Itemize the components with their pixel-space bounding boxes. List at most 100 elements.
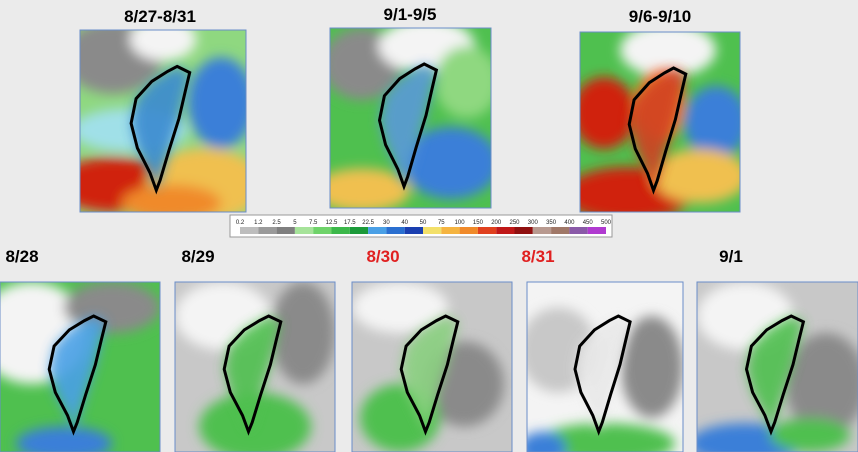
rain-area [434, 46, 491, 118]
day-label: 8/29 [181, 247, 214, 266]
colorbar-label: 250 [509, 220, 520, 226]
island-inner [401, 316, 458, 432]
period-label: 8/27-8/31 [124, 7, 196, 26]
colorbar-label: 50 [420, 220, 427, 226]
colorbar-label: 500 [601, 220, 612, 226]
day-label: 8/30 [366, 247, 399, 266]
rain-area [580, 77, 636, 149]
map-frame [0, 281, 161, 452]
island-outline [129, 64, 192, 195]
rain-area [402, 127, 491, 199]
colorbar-label: 350 [546, 220, 557, 226]
rain-area [16, 426, 112, 452]
map-frame [351, 281, 513, 452]
colorbar-swatch [532, 227, 552, 234]
map-frame [579, 31, 741, 213]
colorbar-swatch [240, 227, 259, 234]
colorbar-swatch [386, 227, 405, 234]
day-label: 8/28 [5, 247, 38, 266]
map-frame [696, 281, 858, 452]
island-outline [222, 314, 283, 436]
rain-area [620, 316, 683, 418]
island-outline [399, 314, 460, 436]
period-label: 9/6-9/10 [629, 7, 691, 26]
island-inner [49, 316, 106, 432]
island-inner [575, 316, 631, 432]
colorbar-swatch [459, 227, 478, 234]
island-outline [377, 62, 439, 191]
map-panel [175, 282, 335, 452]
rain-area [684, 86, 740, 158]
colorbar-label: 450 [583, 220, 594, 226]
island-outline [573, 314, 632, 436]
colorbar-label: 7.5 [309, 220, 318, 226]
colorbar-label: 200 [491, 220, 502, 226]
rain-area [129, 30, 197, 61]
island-outline [47, 314, 108, 436]
map-panel [527, 282, 683, 452]
island-inner [379, 64, 437, 187]
colorbar-swatch [441, 227, 460, 234]
rain-area [534, 423, 676, 452]
map-frame [174, 281, 336, 452]
rain-area [187, 57, 246, 149]
period-label: 9/1-9/5 [384, 5, 437, 24]
rain-area [121, 184, 222, 212]
day-label: 9/1 [719, 247, 743, 266]
island-inner [131, 66, 190, 191]
colorbar-swatch [569, 227, 588, 234]
rain-area [352, 282, 448, 333]
colorbar-label: 22.5 [362, 220, 374, 226]
map-panel [330, 28, 491, 208]
colorbar-label: 12.5 [326, 220, 338, 226]
rain-area [330, 168, 411, 208]
colorbar-label: 0.2 [236, 220, 245, 226]
colorbar-swatch [294, 227, 314, 234]
island-inner [746, 316, 804, 432]
map-frame [329, 27, 492, 209]
map-panel [0, 282, 160, 452]
colorbar-swatch [313, 227, 332, 234]
colorbar-label: 150 [473, 220, 484, 226]
colorbar-label: 30 [383, 220, 390, 226]
colorbar-swatch [368, 227, 387, 234]
colorbar-label: 75 [438, 220, 445, 226]
colorbar-label: 40 [401, 220, 408, 226]
colorbar-swatch [477, 227, 497, 234]
island-outline [627, 66, 688, 195]
colorbar-label: 5 [293, 220, 297, 226]
map-panel [697, 282, 858, 452]
day-label: 8/31 [521, 247, 554, 266]
colorbar-swatch [258, 227, 277, 234]
colorbar-swatch [276, 227, 295, 234]
colorbar-label: 1.2 [254, 220, 263, 226]
colorbar-swatch [514, 227, 533, 234]
rain-area [620, 32, 716, 77]
colorbar-label: 100 [455, 220, 466, 226]
island-inner [224, 316, 281, 432]
colorbar-swatch [496, 227, 515, 234]
colorbar-swatch [404, 227, 423, 234]
colorbar-swatch [331, 227, 350, 234]
rain-field [330, 28, 491, 208]
colorbar-swatch [349, 227, 369, 234]
rain-area [271, 282, 335, 384]
rain-field [527, 307, 683, 452]
colorbar-label: 300 [528, 220, 539, 226]
colorbar-label: 2.5 [272, 220, 281, 226]
colorbar-label: 17.5 [344, 220, 356, 226]
rain-area [769, 418, 850, 452]
map-panel [80, 30, 246, 212]
colorbar-swatch [587, 227, 606, 234]
rain-area [199, 392, 311, 452]
colorbar-label: 400 [564, 220, 575, 226]
colorbar-swatch [551, 227, 570, 234]
rain-area [785, 333, 858, 435]
map-panel [580, 32, 740, 212]
colorbar-swatch [423, 227, 442, 234]
rain-area [527, 431, 566, 452]
island-outline [744, 314, 806, 436]
map-panel [352, 282, 512, 452]
